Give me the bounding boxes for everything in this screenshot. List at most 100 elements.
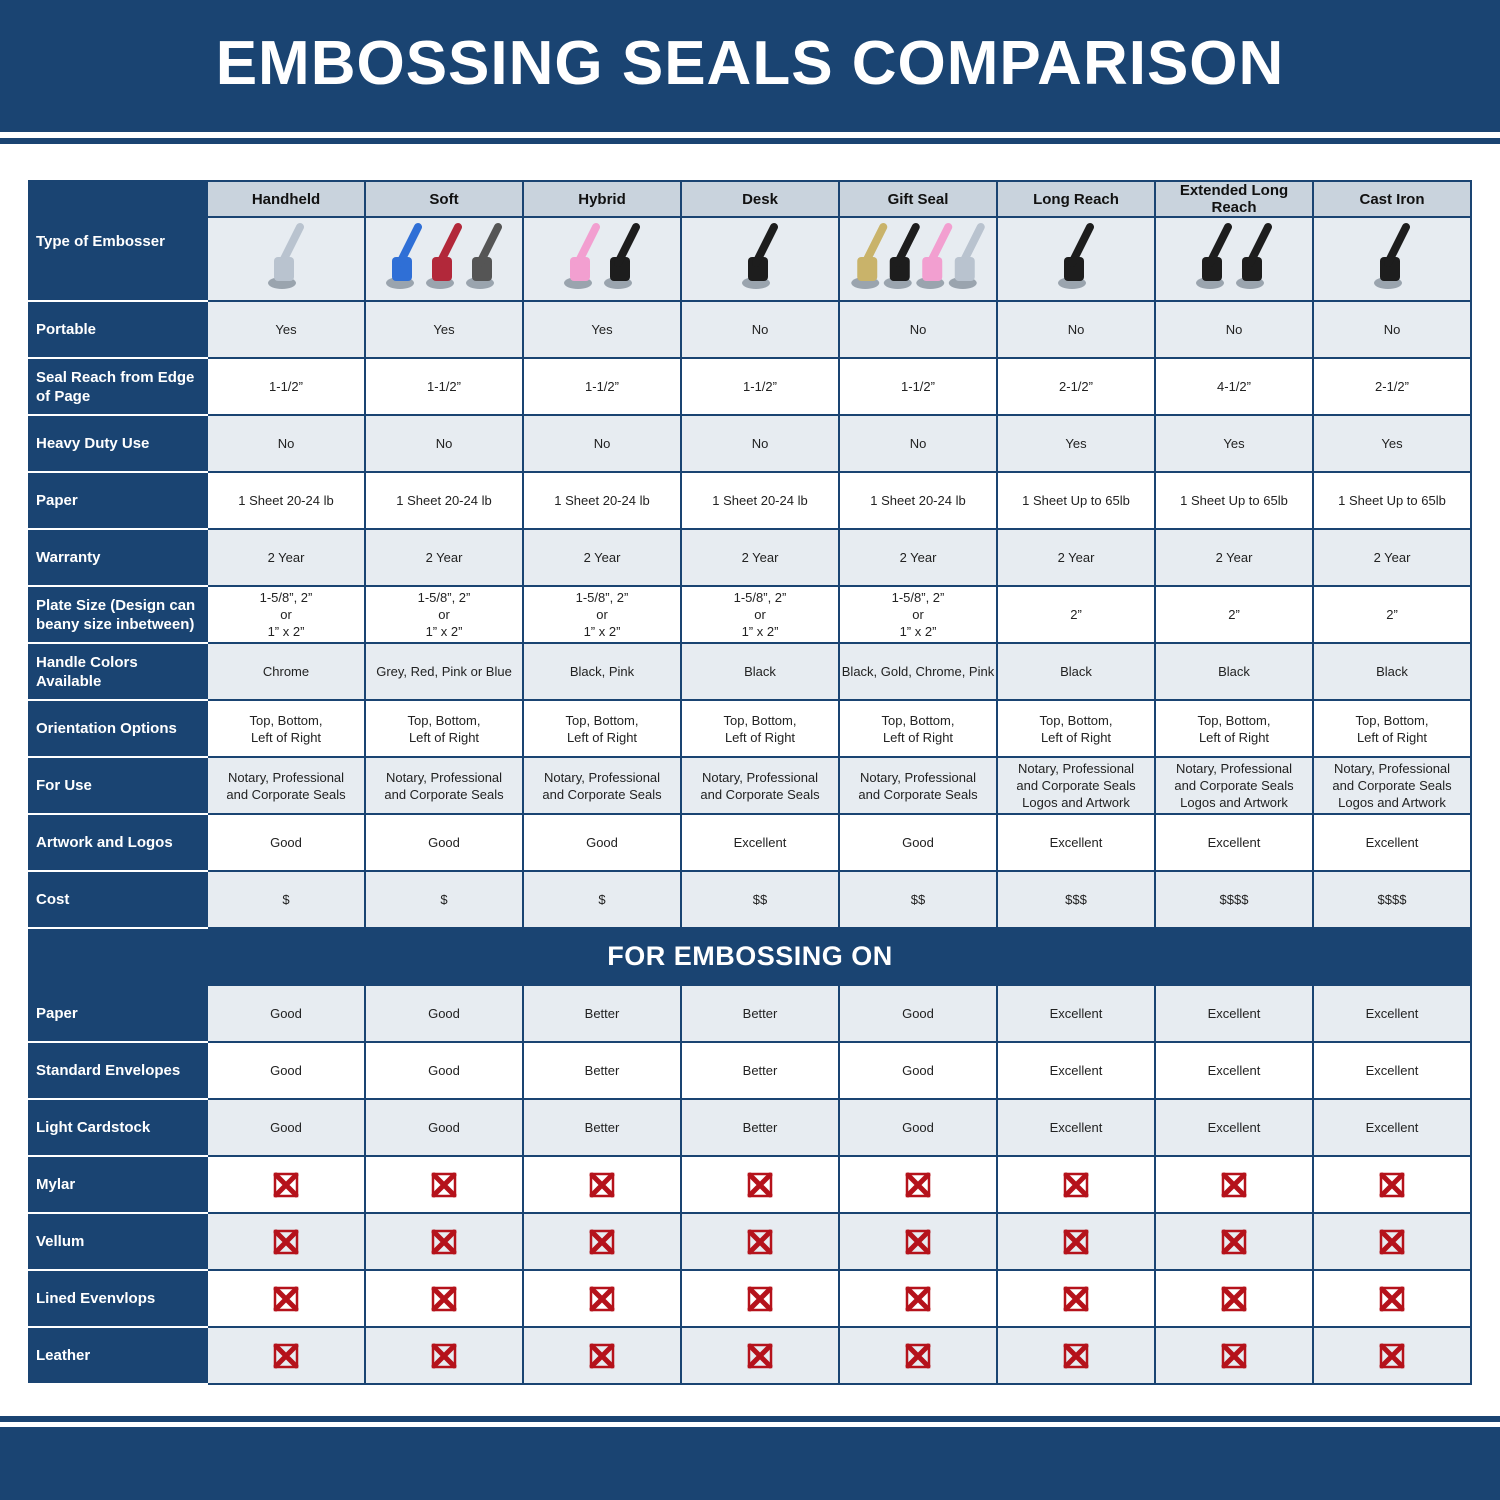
table-row: Seal Reach from Edge of Page 1-1/2” 1-1/2”… xyxy=(28,357,1472,416)
row-label: Lined Evenvlops xyxy=(28,1269,208,1328)
red-x-icon xyxy=(589,1286,615,1311)
row-label: Paper xyxy=(28,471,208,530)
embosser-image-cell xyxy=(206,216,366,302)
table-cell: Better xyxy=(522,1041,682,1100)
table-cell: Good xyxy=(364,813,524,872)
table-cell: 1-5/8”, 2” or 1” x 2” xyxy=(364,585,524,644)
chrome-handheld-embosser-image xyxy=(268,223,304,289)
table-cell: 1 Sheet 20-24 lb xyxy=(522,471,682,530)
table-cell: Excellent xyxy=(1154,813,1314,872)
table-cell: Notary, Professional and Corporate Seals xyxy=(206,756,366,815)
red-x-icon xyxy=(905,1172,931,1197)
red-x-icon xyxy=(273,1172,299,1197)
table-cell: $$$$ xyxy=(1154,870,1314,929)
not-supported-cell xyxy=(680,1326,840,1385)
column-header: Desk xyxy=(680,180,840,218)
red-x-icon xyxy=(1221,1229,1247,1254)
row-label: Cost xyxy=(28,870,208,929)
table-cell: 1-1/2” xyxy=(364,357,524,416)
table-cell: 1-1/2” xyxy=(522,357,682,416)
row-label: Leather xyxy=(28,1326,208,1385)
red-x-icon xyxy=(747,1343,773,1368)
table-cell: Black xyxy=(1154,642,1314,701)
table-cell: Good xyxy=(838,1041,998,1100)
table-cell: Yes xyxy=(364,300,524,359)
red-x-icon xyxy=(1221,1286,1247,1311)
table-cell: Excellent xyxy=(996,1041,1156,1100)
row-label: Standard Envelopes xyxy=(28,1041,208,1100)
table-cell: 2 Year xyxy=(838,528,998,587)
red-x-icon xyxy=(1379,1172,1405,1197)
table-cell: Top, Bottom, Left of Right xyxy=(206,699,366,758)
embosser-image-cell xyxy=(1154,216,1314,302)
table-cell: 1 Sheet 20-24 lb xyxy=(206,471,366,530)
red-x-icon xyxy=(431,1229,457,1254)
not-supported-cell xyxy=(364,1326,524,1385)
red-x-icon xyxy=(1379,1286,1405,1311)
table-cell: No xyxy=(838,300,998,359)
table-cell: 2” xyxy=(1312,585,1472,644)
table-cell: 2 Year xyxy=(206,528,366,587)
table-cell: 1-5/8”, 2” or 1” x 2” xyxy=(206,585,366,644)
table-cell: $$ xyxy=(680,870,840,929)
row-label: Warranty xyxy=(28,528,208,587)
table-cell: 2” xyxy=(996,585,1156,644)
row-label: Portable xyxy=(28,300,208,359)
not-supported-cell xyxy=(364,1212,524,1271)
table-cell: 2 Year xyxy=(364,528,524,587)
black-long-reach-embosser-image xyxy=(1058,223,1094,289)
table-cell: 1 Sheet 20-24 lb xyxy=(364,471,524,530)
table-cell: No xyxy=(996,300,1156,359)
red-x-icon xyxy=(1221,1172,1247,1197)
table-row: Heavy Duty Use No No No No No Yes Yes Yes xyxy=(28,414,1472,473)
table-row: Artwork and Logos Good Good Good Excellent Go… xyxy=(28,813,1472,872)
table-cell: 1 Sheet Up to 65lb xyxy=(996,471,1156,530)
red-x-icon xyxy=(273,1343,299,1368)
table-cell: Better xyxy=(522,1098,682,1157)
black-extended-long-reach-embossers-image xyxy=(1196,223,1272,289)
table-cell: Yes xyxy=(206,300,366,359)
table-cell: $ xyxy=(364,870,524,929)
table-cell: 1 Sheet Up to 65lb xyxy=(1312,471,1472,530)
column-header: Extended Long Reach xyxy=(1154,180,1314,218)
table-cell: Excellent xyxy=(680,813,840,872)
embosser-image-cell xyxy=(522,216,682,302)
table-cell: 1 Sheet 20-24 lb xyxy=(838,471,998,530)
table-cell: Good xyxy=(838,813,998,872)
table-cell: Yes xyxy=(1154,414,1314,473)
table-cell: Good xyxy=(206,1041,366,1100)
not-supported-cell xyxy=(680,1212,840,1271)
table-cell: 4-1/2” xyxy=(1154,357,1314,416)
row-label: Vellum xyxy=(28,1212,208,1271)
not-supported-cell xyxy=(206,1212,366,1271)
table-cell: Top, Bottom, Left of Right xyxy=(364,699,524,758)
table-cell: 1-1/2” xyxy=(838,357,998,416)
table-cell: Excellent xyxy=(996,1098,1156,1157)
table-row: Paper Good Good Better Better Good Excellent Ex… xyxy=(28,984,1472,1043)
red-x-icon xyxy=(1379,1343,1405,1368)
table-cell: 1-1/2” xyxy=(680,357,840,416)
embosser-image-cell xyxy=(364,216,524,302)
table-row: Standard Envelopes Good Good Better Better Go… xyxy=(28,1041,1472,1100)
row-label: Orientation Options xyxy=(28,699,208,758)
red-x-icon xyxy=(431,1286,457,1311)
embosser-image-cell xyxy=(680,216,840,302)
table-cell: Excellent xyxy=(1154,1041,1314,1100)
row-label: Artwork and Logos xyxy=(28,813,208,872)
table-row: Leather xyxy=(28,1326,1472,1385)
not-supported-cell xyxy=(996,1326,1156,1385)
table-cell: No xyxy=(364,414,524,473)
image-row xyxy=(29,216,1472,302)
red-x-icon xyxy=(431,1172,457,1197)
red-x-icon xyxy=(747,1286,773,1311)
table-cell: Notary, Professional and Corporate Seals xyxy=(364,756,524,815)
header-band xyxy=(0,0,1500,132)
table-cell: Grey, Red, Pink or Blue xyxy=(364,642,524,701)
not-supported-cell xyxy=(206,1155,366,1214)
red-x-icon xyxy=(1063,1229,1089,1254)
red-x-icon xyxy=(273,1229,299,1254)
table-cell: 2-1/2” xyxy=(1312,357,1472,416)
row-label: Plate Size (Design can beany size inbetw… xyxy=(28,585,208,644)
table-cell: 1-5/8”, 2” or 1” x 2” xyxy=(680,585,840,644)
column-header: Handheld xyxy=(206,180,366,218)
